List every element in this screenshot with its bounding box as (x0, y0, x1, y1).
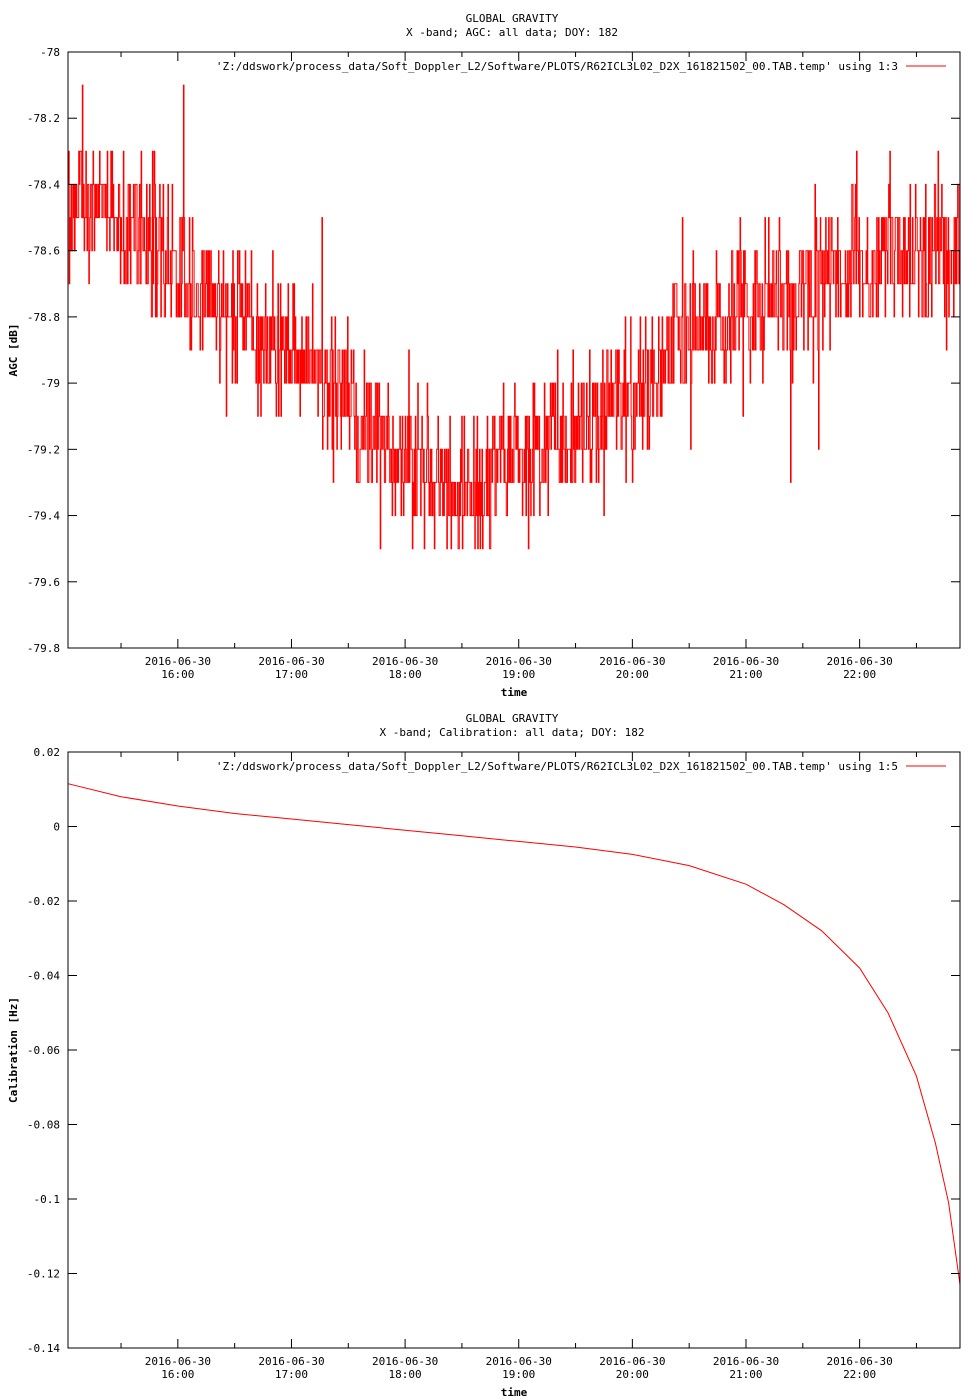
x-axis-label: time (501, 686, 528, 699)
x-tick-label-time: 21:00 (729, 1368, 762, 1381)
y-tick-label: -78.6 (27, 245, 60, 258)
y-tick-label: -0.1 (34, 1193, 61, 1206)
x-tick-label-time: 19:00 (502, 1368, 535, 1381)
x-tick-label-date: 2016-06-30 (145, 655, 211, 668)
series-line (67, 783, 961, 1285)
y-tick-label: -79.2 (27, 443, 60, 456)
x-tick-label-time: 22:00 (843, 668, 876, 681)
y-tick-label: -78.4 (27, 178, 60, 191)
y-tick-label: -79 (40, 377, 60, 390)
y-tick-label: -78 (40, 46, 60, 59)
x-tick-label-time: 18:00 (389, 668, 422, 681)
x-tick-label-date: 2016-06-30 (599, 655, 665, 668)
x-tick-label-time: 21:00 (729, 668, 762, 681)
x-tick-label-time: 20:00 (616, 1368, 649, 1381)
x-tick-label-date: 2016-06-30 (486, 1355, 552, 1368)
x-tick-label-time: 19:00 (502, 668, 535, 681)
x-tick-label-date: 2016-06-30 (372, 1355, 438, 1368)
y-tick-label: 0.02 (34, 746, 61, 759)
x-tick-label-date: 2016-06-30 (258, 655, 324, 668)
y-tick-label: -0.02 (27, 895, 60, 908)
series-line-group (67, 783, 961, 1285)
legend-label: 'Z:/ddswork/process_data/Soft_Doppler_L2… (216, 60, 898, 73)
y-tick-label: -79.4 (27, 510, 60, 523)
x-tick-label-date: 2016-06-30 (713, 655, 779, 668)
y-tick-label: -0.06 (27, 1044, 60, 1057)
x-axis-label: time (501, 1386, 528, 1399)
x-tick-label-time: 17:00 (275, 668, 308, 681)
chart-subtitle: X -band; Calibration: all data; DOY: 182 (380, 726, 645, 739)
x-tick-label-date: 2016-06-30 (258, 1355, 324, 1368)
legend: 'Z:/ddswork/process_data/Soft_Doppler_L2… (216, 60, 946, 73)
y-tick-label: -79.6 (27, 576, 60, 589)
y-axis-label: AGC [dB] (7, 324, 20, 377)
legend: 'Z:/ddswork/process_data/Soft_Doppler_L2… (216, 760, 946, 773)
y-tick-label: -79.8 (27, 642, 60, 655)
y-tick-label: -0.04 (27, 970, 60, 983)
x-tick-label-time: 22:00 (843, 1368, 876, 1381)
x-tick-label-date: 2016-06-30 (372, 655, 438, 668)
chart-title: GLOBAL GRAVITY (466, 712, 559, 725)
series-line-group (68, 84, 961, 550)
y-tick-label: 0 (53, 821, 60, 834)
x-tick-label-time: 18:00 (389, 1368, 422, 1381)
y-tick-label: -78.8 (27, 311, 60, 324)
plot-frame (67, 51, 961, 649)
y-tick-label: -78.2 (27, 112, 60, 125)
x-tick-label-date: 2016-06-30 (486, 655, 552, 668)
y-axis-label: Calibration [Hz] (7, 997, 20, 1103)
x-tick-label-date: 2016-06-30 (827, 655, 893, 668)
x-tick-label-time: 17:00 (275, 1368, 308, 1381)
x-tick-label-date: 2016-06-30 (827, 1355, 893, 1368)
series-line (68, 84, 961, 550)
y-tick-label: -0.08 (27, 1119, 60, 1132)
x-tick-label-date: 2016-06-30 (599, 1355, 665, 1368)
legend-label: 'Z:/ddswork/process_data/Soft_Doppler_L2… (216, 760, 898, 773)
x-tick-label-time: 20:00 (616, 668, 649, 681)
x-tick-label-date: 2016-06-30 (713, 1355, 779, 1368)
chart-title: GLOBAL GRAVITY (466, 12, 559, 25)
x-tick-label-time: 16:00 (161, 1368, 194, 1381)
y-tick-label: -0.14 (27, 1342, 60, 1355)
chart-subtitle: X -band; AGC: all data; DOY: 182 (406, 26, 618, 39)
y-tick-label: -0.12 (27, 1268, 60, 1281)
x-tick-label-time: 16:00 (161, 668, 194, 681)
x-tick-label-date: 2016-06-30 (145, 1355, 211, 1368)
